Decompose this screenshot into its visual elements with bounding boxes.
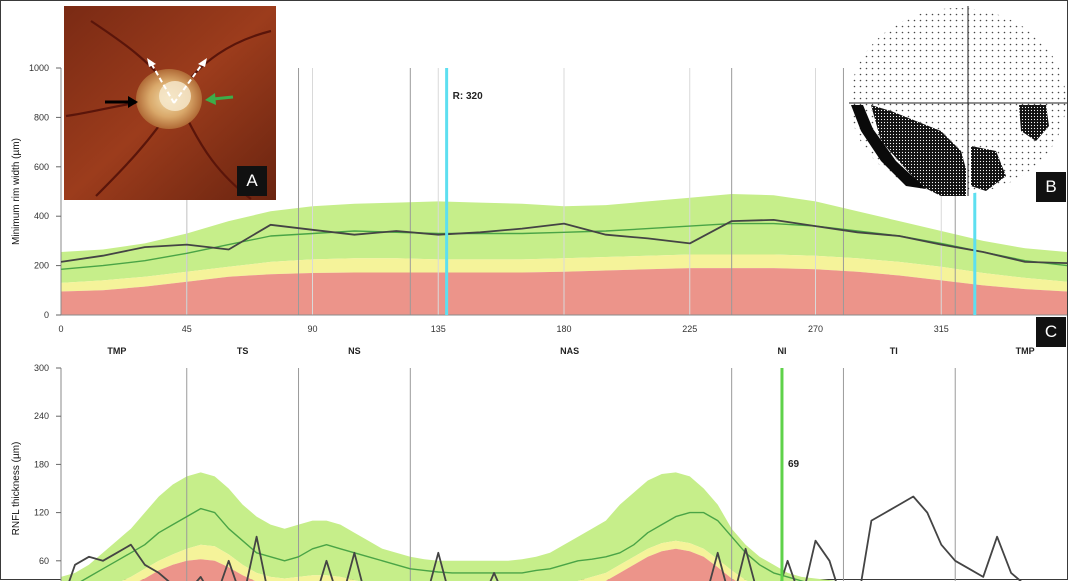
x-tick-label: 135	[431, 324, 446, 334]
y-tick-label: 200	[34, 261, 49, 271]
x-tick-label: 180	[556, 324, 571, 334]
y-tick-label: 1000	[29, 63, 49, 73]
sector-label: NAS	[560, 346, 579, 356]
x-tick-label: 270	[808, 324, 823, 334]
x-tick-label: 45	[182, 324, 192, 334]
sector-label: NI	[777, 346, 786, 356]
panel-label-b: B	[1036, 172, 1066, 202]
green-arrow	[213, 97, 233, 99]
visual-field-plot	[849, 6, 1067, 196]
y-tick-label: 240	[34, 411, 49, 421]
sector-label: TI	[890, 346, 898, 356]
panel-label-a: A	[237, 166, 267, 196]
y-axis-label: RNFL thickness (µm)	[11, 442, 22, 536]
x-tick-label: 90	[307, 324, 317, 334]
y-tick-label: 300	[34, 363, 49, 373]
x-tick-label: 0	[58, 324, 63, 334]
x-tick-label: 225	[682, 324, 697, 334]
y-tick-label: 120	[34, 508, 49, 518]
y-tick-label: 400	[34, 211, 49, 221]
panel-label-c: C	[1036, 317, 1066, 347]
sector-label: NS	[348, 346, 361, 356]
sector-label: TMP	[107, 346, 126, 356]
rnfl-thickness-chart: 69 60 120 180 240 300 RNFL thickness (µm)	[11, 363, 1067, 581]
x-tick-label: 315	[934, 324, 949, 334]
y-tick-label: 800	[34, 112, 49, 122]
cursor-value-label: 69	[788, 459, 800, 470]
y-tick-label: 0	[44, 310, 49, 320]
sector-label: TMP	[1016, 346, 1035, 356]
y-axis-label: Minimum rim width (µm)	[11, 138, 22, 245]
y-tick-label: 180	[34, 459, 49, 469]
sector-label: TS	[237, 346, 249, 356]
y-tick-label: 60	[39, 556, 49, 566]
y-tick-label: 600	[34, 162, 49, 172]
cursor-value-label: R: 320	[453, 91, 483, 102]
